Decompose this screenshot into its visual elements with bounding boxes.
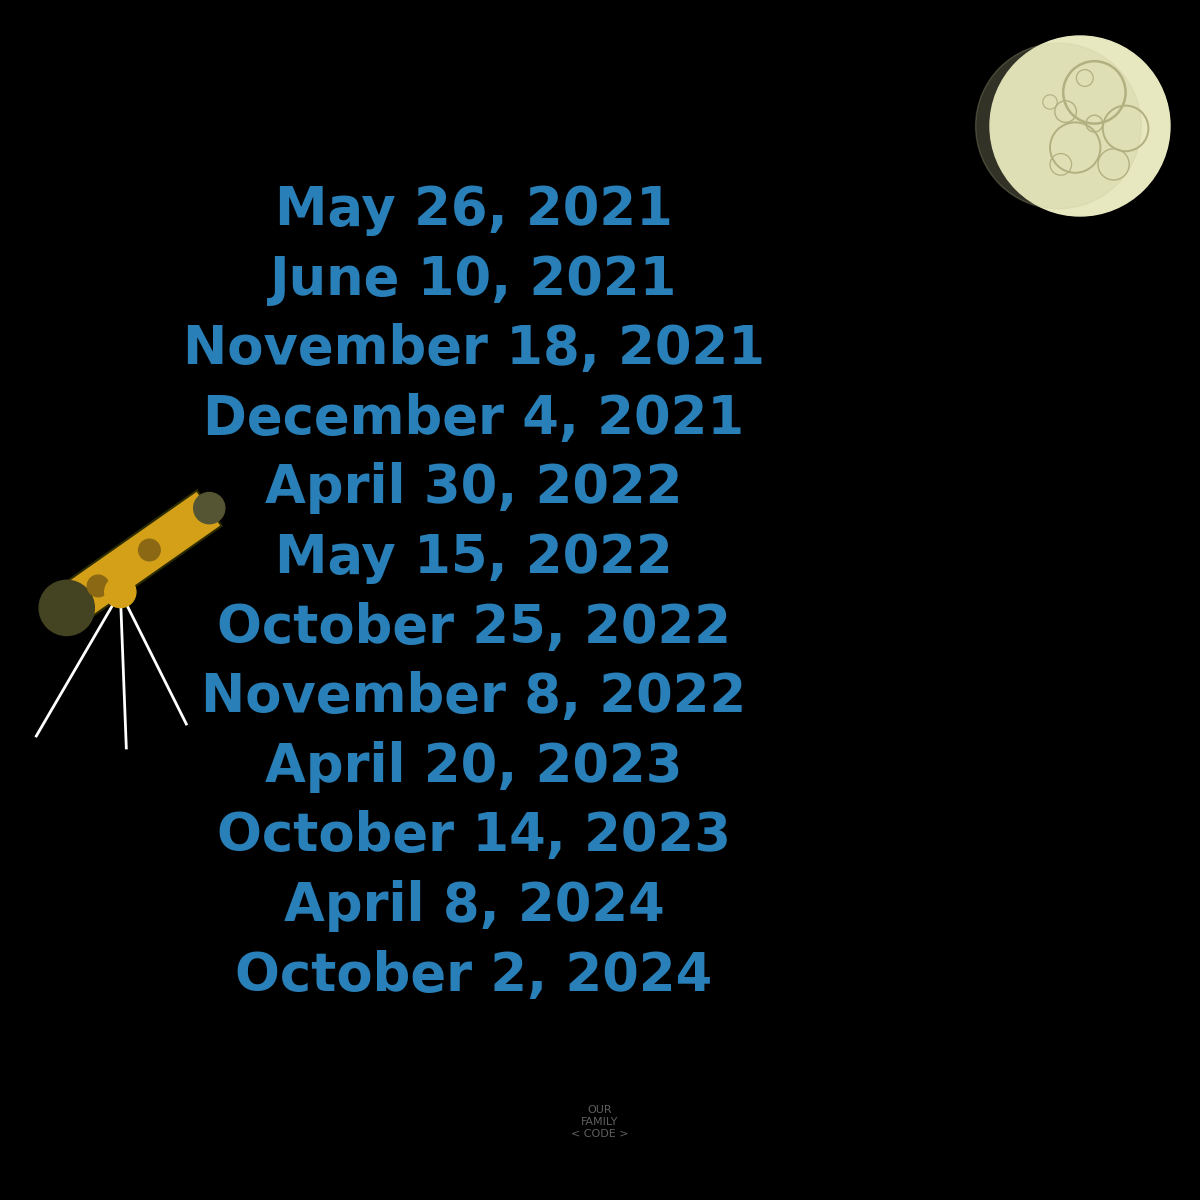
Text: October 2, 2024: October 2, 2024	[235, 949, 713, 1002]
Text: November 18, 2021: November 18, 2021	[182, 323, 766, 376]
Circle shape	[139, 539, 161, 560]
Text: April 20, 2023: April 20, 2023	[265, 740, 683, 793]
Circle shape	[976, 43, 1141, 209]
Text: April 30, 2022: April 30, 2022	[265, 462, 683, 515]
Circle shape	[40, 581, 95, 636]
Text: June 10, 2021: June 10, 2021	[270, 253, 678, 306]
Text: April 8, 2024: April 8, 2024	[283, 880, 665, 932]
Text: October 14, 2023: October 14, 2023	[217, 810, 731, 863]
Text: October 25, 2022: October 25, 2022	[217, 601, 731, 654]
Text: December 4, 2021: December 4, 2021	[204, 392, 744, 445]
Circle shape	[104, 576, 136, 607]
Text: May 15, 2022: May 15, 2022	[275, 532, 673, 584]
Text: May 26, 2021: May 26, 2021	[275, 184, 673, 236]
Circle shape	[193, 492, 224, 523]
Circle shape	[990, 36, 1170, 216]
Polygon shape	[54, 491, 222, 625]
Text: OUR
FAMILY
< CODE >: OUR FAMILY < CODE >	[571, 1105, 629, 1139]
Circle shape	[88, 575, 109, 596]
Text: November 8, 2022: November 8, 2022	[202, 671, 746, 724]
